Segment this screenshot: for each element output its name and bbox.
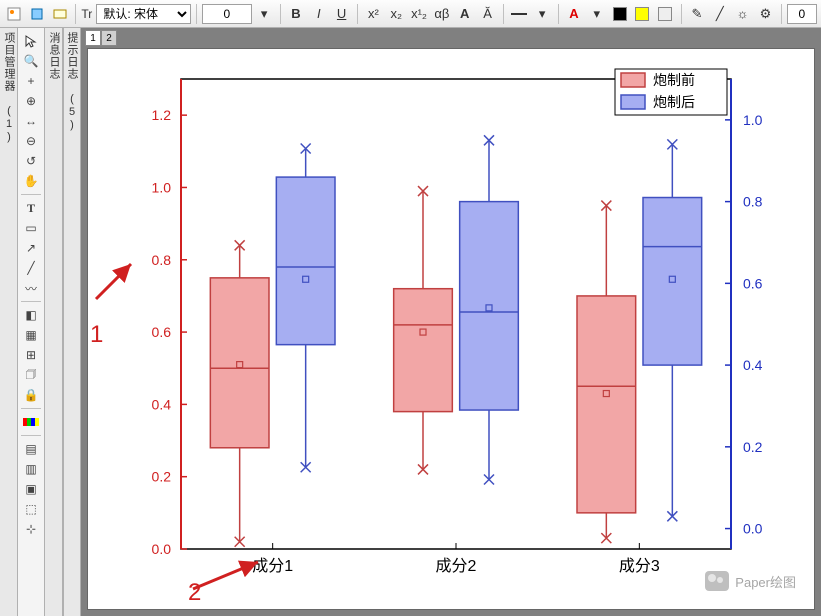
svg-text:0.8: 0.8 — [743, 194, 763, 210]
line-style-button[interactable] — [509, 3, 530, 25]
brightness-button[interactable]: ☼ — [732, 3, 753, 25]
font-color-button[interactable]: A — [563, 3, 584, 25]
svg-text:0.8: 0.8 — [152, 252, 172, 268]
svg-text:0.6: 0.6 — [743, 275, 763, 291]
pan-tool[interactable]: ✋ — [20, 172, 42, 190]
crosshair-tool[interactable]: + — [20, 72, 42, 90]
svg-text:炮制后: 炮制后 — [653, 94, 695, 110]
rect-tool[interactable]: ▭ — [20, 219, 42, 237]
subscript-button[interactable]: x₂ — [386, 3, 407, 25]
arrow-tool[interactable]: ↗ — [20, 239, 42, 257]
svg-text:0.4: 0.4 — [152, 396, 172, 412]
svg-text:成分1: 成分1 — [252, 557, 293, 575]
align-tool[interactable]: ⊞ — [20, 346, 42, 364]
graph-tool[interactable]: ⬚ — [20, 500, 42, 518]
a-up-button[interactable]: Ă — [477, 3, 498, 25]
text-tool[interactable]: T — [20, 199, 42, 217]
toolbar-icon-3[interactable] — [50, 3, 71, 25]
svg-text:炮制前: 炮制前 — [653, 72, 695, 88]
svg-text:1.0: 1.0 — [152, 179, 172, 195]
pen-button[interactable]: ✎ — [687, 3, 708, 25]
superscript-button[interactable]: x² — [363, 3, 384, 25]
palette-tool[interactable] — [20, 413, 42, 431]
side-panel-3[interactable]: 提示日志 (5) — [63, 28, 81, 616]
svg-text:成分3: 成分3 — [619, 557, 660, 575]
side-panel-2[interactable]: 消息日志 — [45, 28, 63, 616]
underline-button[interactable]: U — [331, 3, 352, 25]
fill-swatch-2[interactable] — [632, 3, 653, 25]
reset-tool[interactable]: ↺ — [20, 152, 42, 170]
font-size-input[interactable] — [202, 4, 252, 24]
layer-tabs: 1 2 — [85, 30, 117, 46]
end-number-input[interactable] — [787, 4, 817, 24]
svg-text:1.0: 1.0 — [743, 112, 763, 128]
fill-swatch-3[interactable] — [655, 3, 676, 25]
svg-text:0.2: 0.2 — [152, 469, 172, 485]
svg-text:0.4: 0.4 — [743, 357, 763, 373]
layer-tool-1[interactable]: ▤ — [20, 440, 42, 458]
canvas-area: 1 2 0.0 0.2 0.4 0.6 0.8 1.0 1.2 0.0 0.2 0.4 0.6 0.8… — [81, 28, 821, 616]
svg-text:1.2: 1.2 — [152, 107, 172, 123]
font-select[interactable]: 默认: 宋体 — [96, 4, 191, 24]
svg-text:0.0: 0.0 — [743, 521, 763, 537]
tab-1[interactable]: 1 — [85, 30, 101, 46]
line-style-dropdown-icon[interactable]: ▾ — [532, 3, 553, 25]
gear-icon[interactable]: ⚙ — [755, 3, 776, 25]
zoom-tool[interactable]: 🔍 — [20, 52, 42, 70]
magnify-tool[interactable]: ⊕ — [20, 92, 42, 110]
hybrid-script-button[interactable]: x¹₂ — [409, 3, 430, 25]
bold-button[interactable]: B — [286, 3, 307, 25]
group-tool[interactable]: 🗇 — [20, 366, 42, 384]
boxplot-chart: 0.0 0.2 0.4 0.6 0.8 1.0 1.2 0.0 0.2 0.4 0.6 0.8 1.0 成… — [88, 49, 814, 609]
tab-2[interactable]: 2 — [101, 30, 117, 46]
watermark-icon — [705, 571, 729, 591]
svg-text:成分2: 成分2 — [436, 557, 477, 575]
side-panel-1[interactable]: 项目管理器 (1) — [0, 28, 18, 616]
mask-tool[interactable]: ◧ — [20, 306, 42, 324]
watermark-text: Paper绘图 — [735, 572, 796, 591]
axis-tool[interactable]: ⊹ — [20, 520, 42, 538]
main-area: 项目管理器 (1) 🔍 + ⊕ ↔ ⊖ ↺ ✋ T ▭ ↗ ╱ 〰 ◧ ▦ ⊞ … — [0, 28, 821, 616]
lock-tool[interactable]: 🔒 — [20, 386, 42, 404]
line-tool[interactable]: ╱ — [20, 259, 42, 277]
plot-page: 0.0 0.2 0.4 0.6 0.8 1.0 1.2 0.0 0.2 0.4 0.6 0.8 1.0 成… — [87, 48, 815, 610]
svg-text:0.0: 0.0 — [152, 541, 172, 557]
tool-column-left: 🔍 + ⊕ ↔ ⊖ ↺ ✋ T ▭ ↗ ╱ 〰 ◧ ▦ ⊞ 🗇 🔒 ▤ ▥ ▣ … — [18, 28, 45, 616]
svg-text:0.6: 0.6 — [152, 324, 172, 340]
svg-text:0.2: 0.2 — [743, 439, 763, 455]
toolbar-icon-2[interactable] — [27, 3, 48, 25]
size-dropdown-icon[interactable]: ▾ — [254, 3, 275, 25]
curve-tool[interactable]: 〰 — [20, 279, 42, 297]
region-tool[interactable]: ▦ — [20, 326, 42, 344]
top-toolbar: Tr 默认: 宋体 ▾ B I U x² x₂ x¹₂ αβ A Ă ▾ A ▾… — [0, 0, 821, 28]
font-prefix: Tr — [81, 7, 92, 21]
font-color-dropdown-icon[interactable]: ▾ — [586, 3, 607, 25]
layer-tool-2[interactable]: ▥ — [20, 460, 42, 478]
line-button[interactable]: ╱ — [709, 3, 730, 25]
fill-swatch-1[interactable] — [609, 3, 630, 25]
greek-button[interactable]: αβ — [431, 3, 452, 25]
toolbar-icon-1[interactable] — [4, 3, 25, 25]
watermark: Paper绘图 — [705, 571, 796, 591]
zoom-out-tool[interactable]: ⊖ — [20, 132, 42, 150]
zoom-x-tool[interactable]: ↔ — [20, 112, 42, 130]
pointer-tool[interactable] — [20, 32, 42, 50]
layer-tool-3[interactable]: ▣ — [20, 480, 42, 498]
italic-button[interactable]: I — [308, 3, 329, 25]
big-a-button[interactable]: A — [454, 3, 475, 25]
